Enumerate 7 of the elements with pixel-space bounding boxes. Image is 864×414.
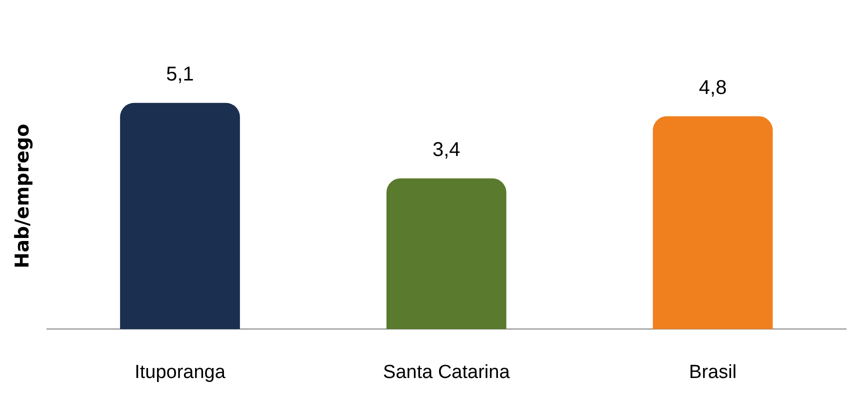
- y-axis-title: Hab/emprego: [11, 124, 34, 268]
- data-label: 4,8: [698, 76, 727, 99]
- x-tick-label: Santa Catarina: [383, 362, 510, 383]
- x-tick-label: Brasil: [689, 362, 737, 383]
- x-tick-label: Ituporanga: [134, 362, 226, 383]
- data-label: 3,4: [432, 138, 460, 161]
- data-label: 5,1: [166, 63, 194, 86]
